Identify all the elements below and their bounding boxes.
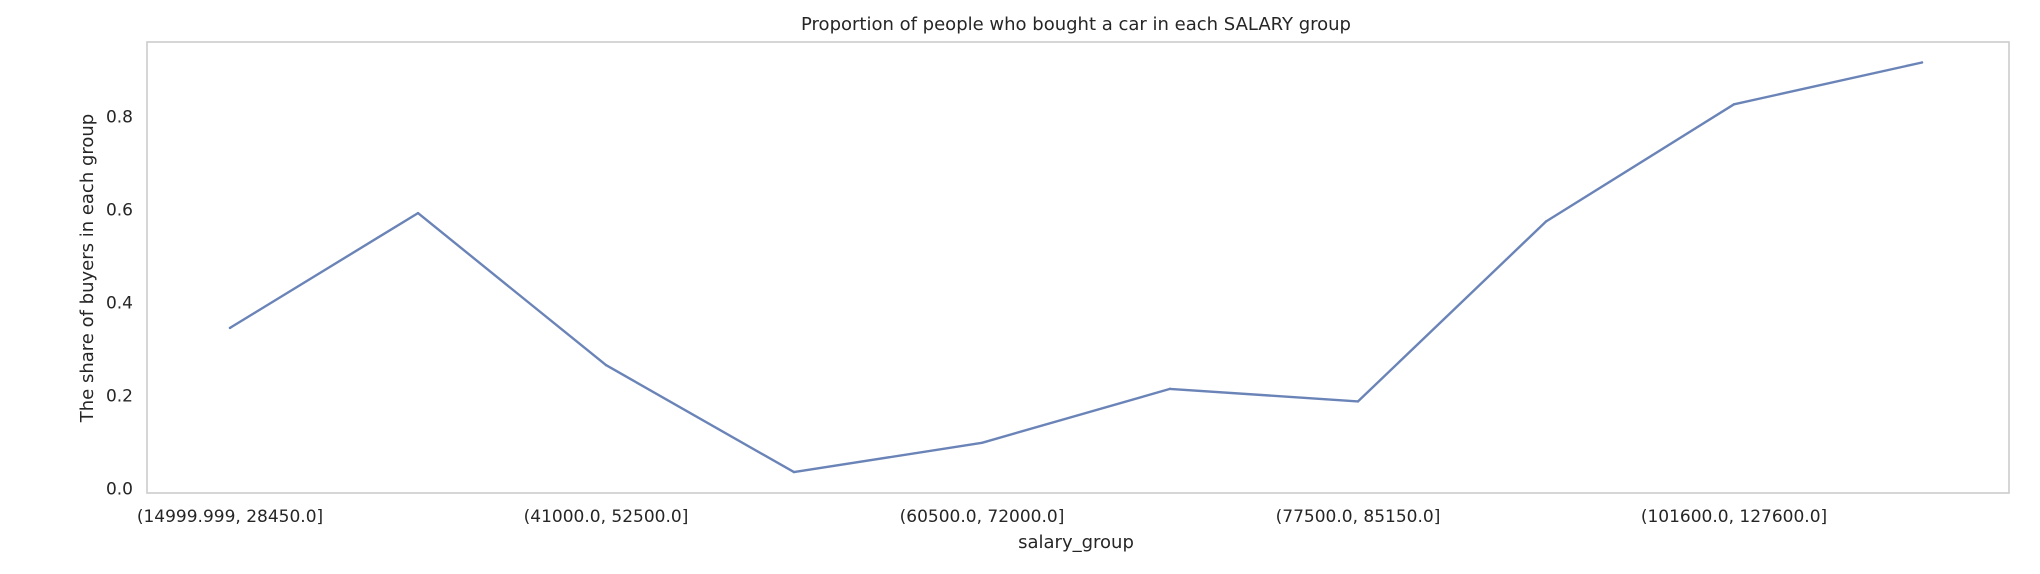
x-tick-label: (77500.0, 85150.0]	[1276, 507, 1441, 527]
data-point	[1168, 387, 1172, 391]
data-point	[228, 326, 232, 330]
y-tick-label: 0.6	[106, 200, 133, 220]
y-tick-label: 0.8	[106, 107, 133, 127]
x-tick-label: (60500.0, 72000.0]	[900, 507, 1065, 527]
data-point	[792, 470, 796, 474]
data-point	[980, 441, 984, 444]
data-point	[416, 211, 420, 215]
x-axis-ticks: (14999.999, 28450.0] (41000.0, 52500.0] (6…	[137, 507, 1827, 527]
y-tick-label: 0.0	[106, 479, 133, 499]
data-point	[1356, 400, 1360, 403]
data-point	[604, 363, 608, 367]
x-tick-label: (14999.999, 28450.0]	[137, 507, 323, 527]
data-point	[1544, 220, 1548, 223]
x-tick-label: (41000.0, 52500.0]	[524, 507, 689, 527]
y-tick-label: 0.4	[106, 293, 133, 313]
series-layer	[228, 61, 1924, 474]
data-point	[1920, 61, 1924, 64]
series-line	[228, 61, 1924, 474]
x-tick-label: (101600.0, 127600.0]	[1641, 507, 1827, 527]
y-axis-label: The share of buyers in each group	[77, 114, 98, 424]
chart-title: Proportion of people who bought a car in…	[801, 14, 1351, 35]
y-tick-label: 0.2	[106, 386, 133, 406]
plot-frame	[146, 41, 2010, 494]
y-axis-ticks: 0.0 0.2 0.4 0.6 0.8	[106, 107, 133, 499]
x-axis-label: salary_group	[1018, 532, 1134, 553]
data-point	[1732, 103, 1736, 106]
